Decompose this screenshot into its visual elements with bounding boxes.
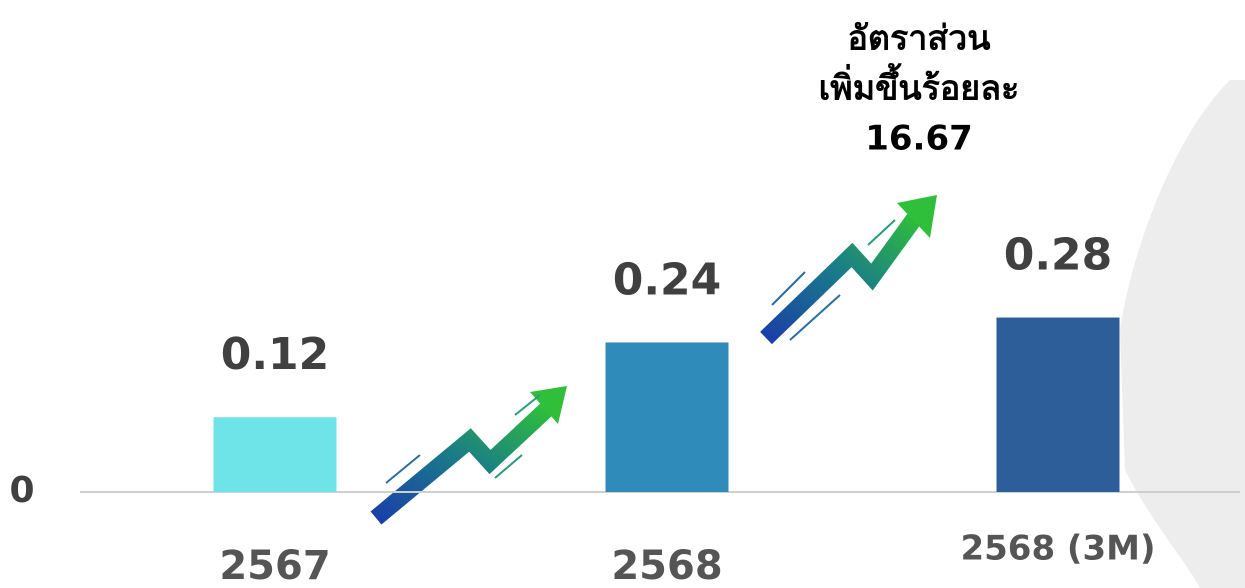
- annotation-line: เพิ่มขึ้นร้อยละ: [819, 63, 1020, 109]
- annotation-line: 16.67: [865, 119, 973, 159]
- trend-arrow: [370, 386, 567, 525]
- bar: [213, 417, 337, 492]
- background-shape: [1120, 80, 1245, 588]
- trend-arrow: [760, 195, 937, 345]
- annotation-line: อัตราส่วน: [848, 19, 991, 59]
- bar: [605, 342, 729, 492]
- value-label: 0.28: [1004, 230, 1113, 281]
- x-tick-label: 2567: [219, 543, 330, 588]
- value-label: 0.12: [221, 329, 330, 380]
- value-label: 0.24: [613, 254, 722, 305]
- x-tick-label: 2568: [611, 543, 722, 588]
- bar: [996, 317, 1120, 492]
- x-tick-label: 2568 (3M): [960, 529, 1155, 569]
- y-tick-label: 0: [9, 470, 34, 511]
